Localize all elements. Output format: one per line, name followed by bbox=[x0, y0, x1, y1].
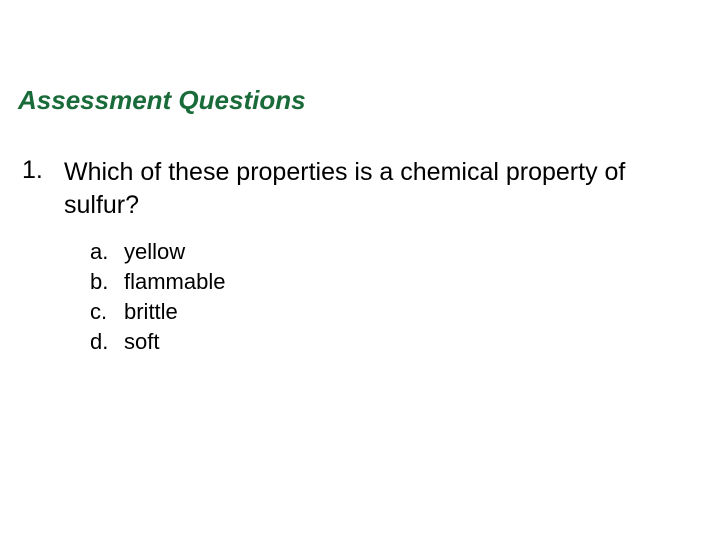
option-text: yellow bbox=[124, 239, 185, 265]
option-letter: d. bbox=[90, 329, 124, 355]
question-text: Which of these properties is a chemical … bbox=[64, 156, 702, 221]
option-text: brittle bbox=[124, 299, 178, 325]
option-row: a. yellow bbox=[90, 239, 702, 265]
option-text: flammable bbox=[124, 269, 225, 295]
question-block: 1. Which of these properties is a chemic… bbox=[18, 156, 702, 221]
option-row: c. brittle bbox=[90, 299, 702, 325]
slide-container: Assessment Questions 1. Which of these p… bbox=[0, 0, 720, 540]
options-list: a. yellow b. flammable c. brittle d. sof… bbox=[18, 239, 702, 355]
option-letter: c. bbox=[90, 299, 124, 325]
option-letter: b. bbox=[90, 269, 124, 295]
slide-title: Assessment Questions bbox=[18, 85, 702, 116]
option-row: d. soft bbox=[90, 329, 702, 355]
option-letter: a. bbox=[90, 239, 124, 265]
option-row: b. flammable bbox=[90, 269, 702, 295]
option-text: soft bbox=[124, 329, 159, 355]
question-number: 1. bbox=[22, 156, 64, 221]
